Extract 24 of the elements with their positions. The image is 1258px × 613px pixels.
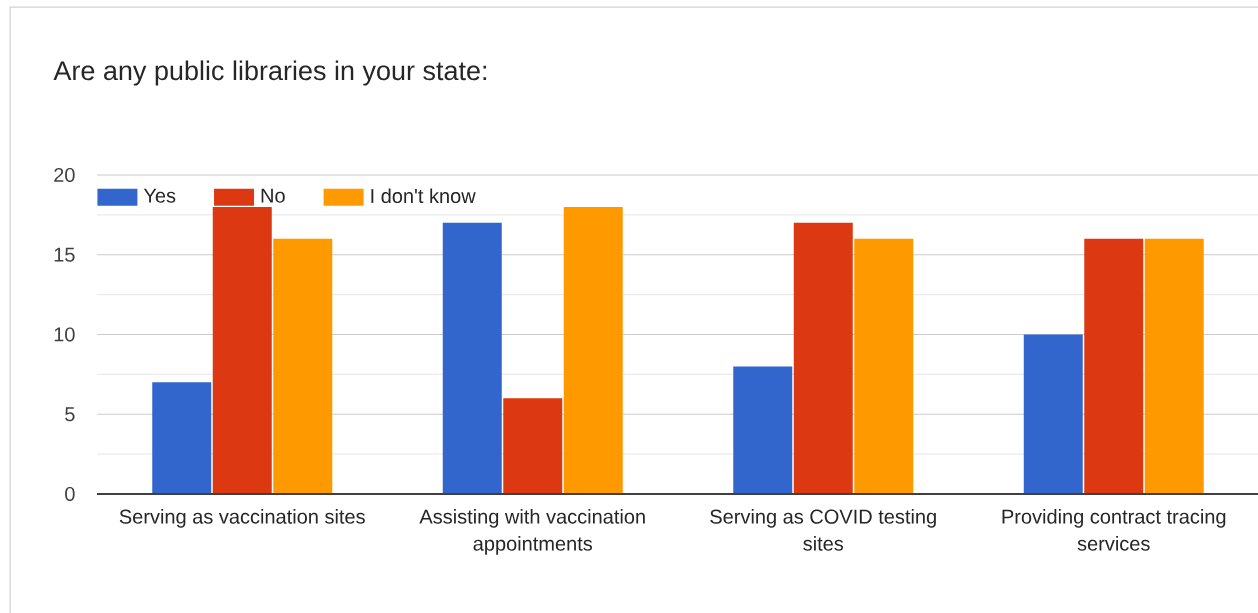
bar	[733, 366, 793, 494]
bar	[854, 238, 914, 494]
x-tick-label: Serving as vaccination sites	[119, 509, 365, 528]
bar	[563, 206, 623, 494]
bar	[273, 238, 333, 494]
bar	[503, 398, 563, 494]
y-tick-label: 0	[65, 486, 75, 502]
legend-label: No	[261, 188, 285, 203]
bar	[442, 222, 502, 494]
bar	[793, 222, 853, 494]
bar	[1023, 334, 1083, 494]
y-tick-label: 5	[65, 407, 75, 422]
y-tick-label: 20	[54, 167, 75, 183]
legend-label: I don't know	[371, 188, 476, 204]
y-tick-label: 10	[54, 327, 75, 342]
legend-label: Yes	[143, 188, 176, 203]
y-tick-label: 15	[54, 247, 75, 262]
bar	[1144, 238, 1204, 494]
bar	[1084, 238, 1144, 494]
bar	[152, 382, 212, 494]
chart-title: Are any public libraries in your state:	[53, 60, 487, 86]
x-tick-label: Assisting with vaccination appointments	[419, 509, 645, 555]
x-tick-label: Providing contract tracing services	[1002, 509, 1226, 551]
x-tick-label: Serving as COVID testing sites	[710, 509, 936, 551]
